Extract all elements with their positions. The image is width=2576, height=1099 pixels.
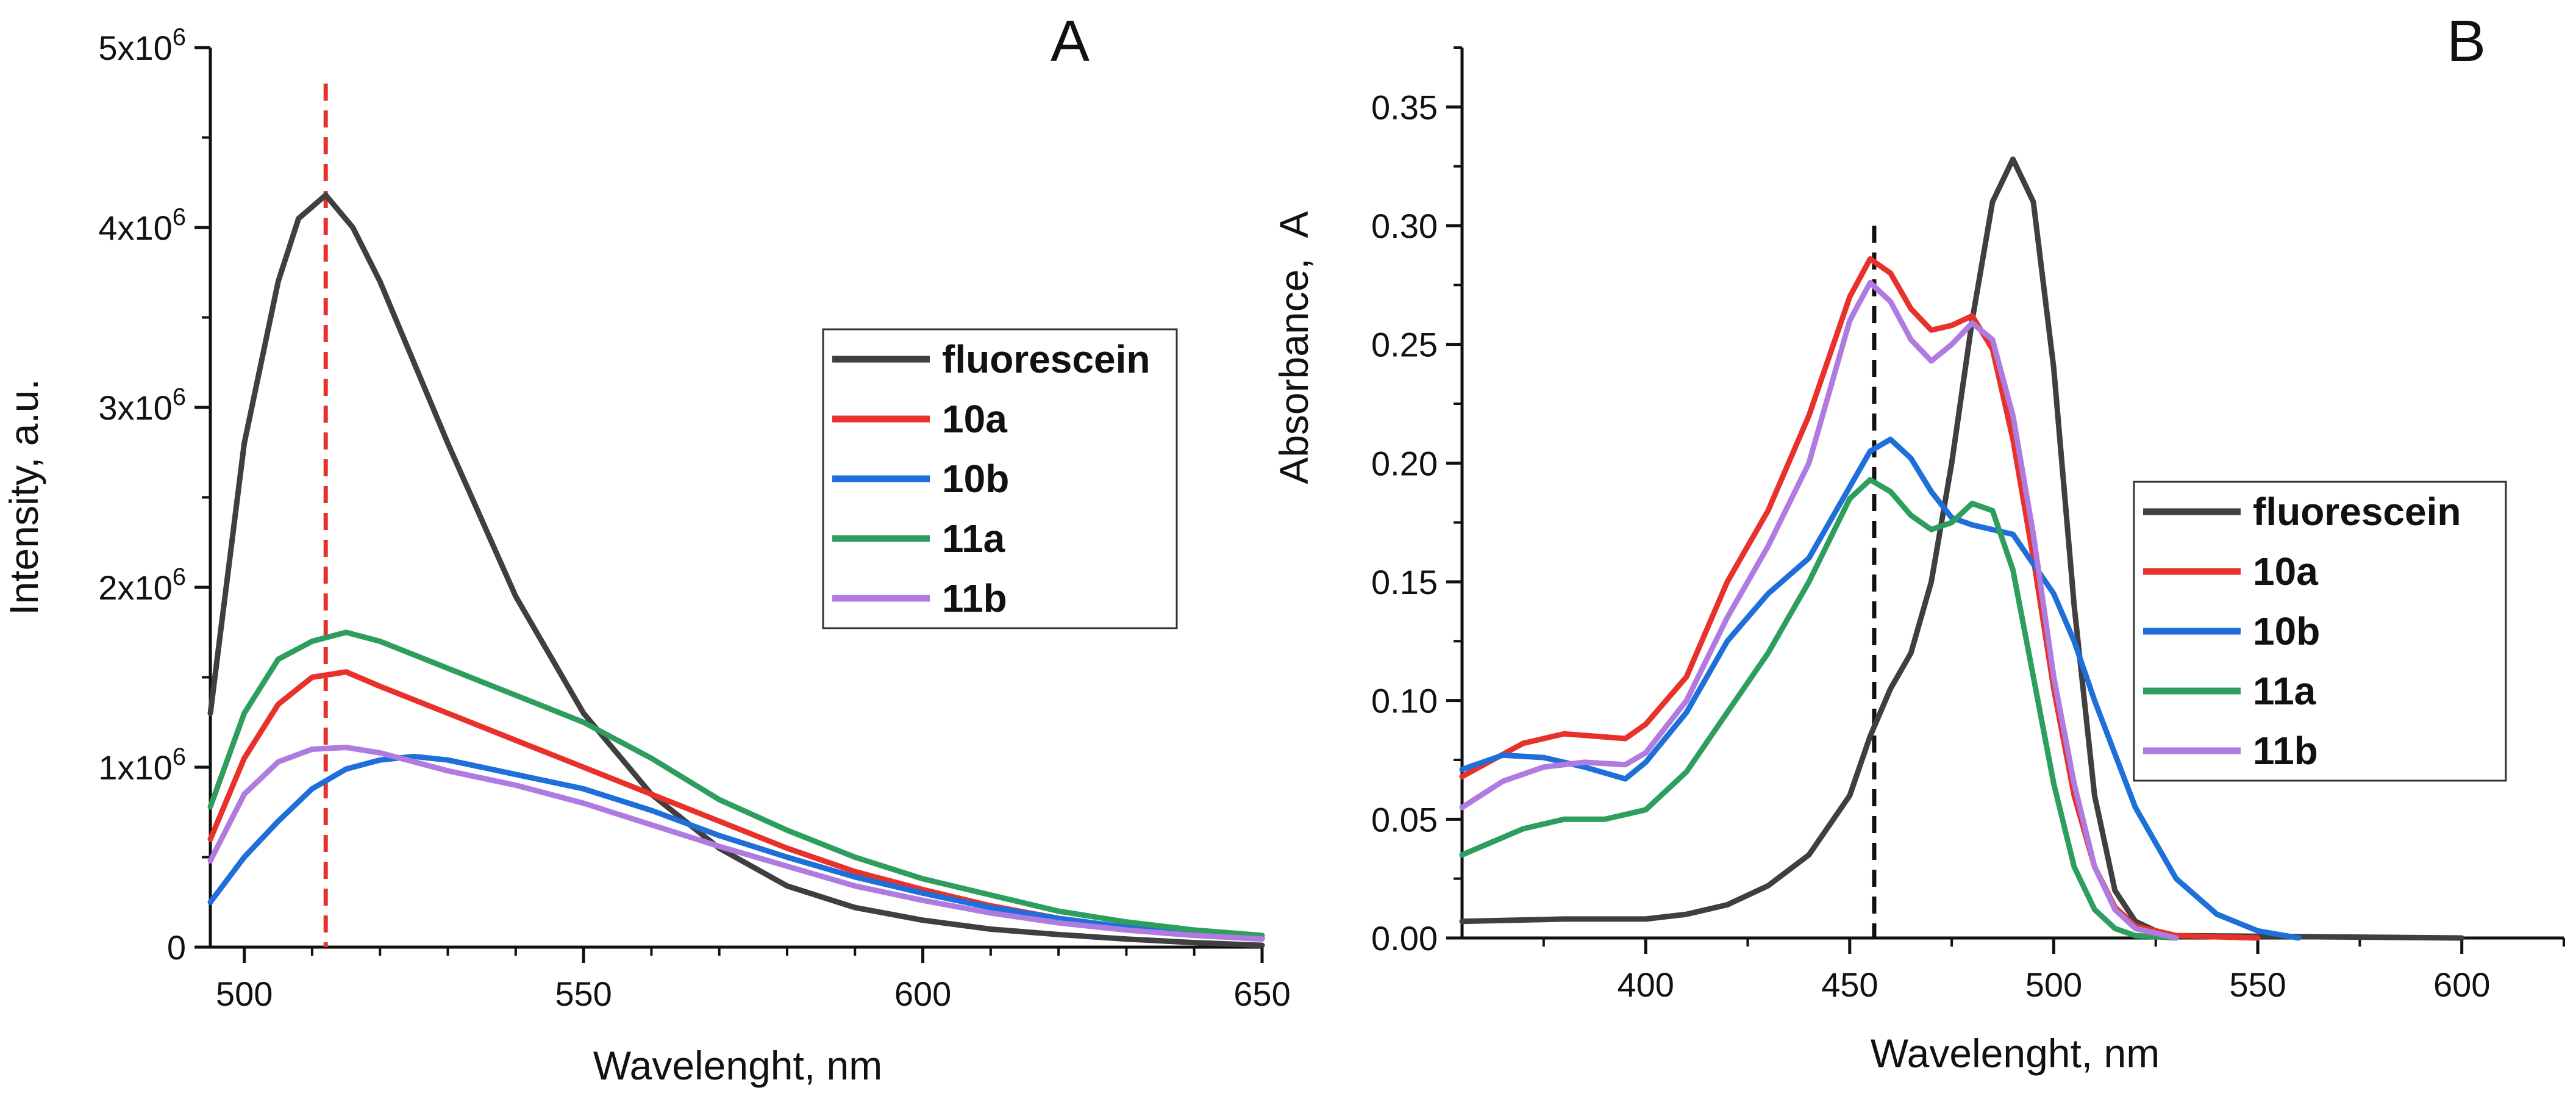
panel-a-y-tick-label: 4x106 [98, 204, 186, 247]
panel-b-legend-label-11a: 11a [2253, 669, 2316, 713]
panel-a-x-tick-label: 500 [216, 975, 273, 1013]
panel-b-y-tick-label: 0.10 [1371, 682, 1438, 720]
panel-b-y-tick-label: 0.05 [1371, 800, 1438, 839]
panel-b-x-tick-label: 550 [2229, 965, 2286, 1004]
panel-b-x-tick-label: 600 [2433, 965, 2490, 1004]
panel-a-series-fluorescein [207, 192, 1265, 948]
panel-a-x-tick-label: 550 [555, 975, 612, 1013]
panel-b-x-axis-title: Wavelenght, nm [1871, 1031, 2160, 1076]
panel-b-y-tick-label: 0.15 [1371, 563, 1438, 601]
panel-a-legend-label-10b: 10b [942, 457, 1009, 501]
panel-a-series-11a [207, 629, 1265, 939]
panel-b-legend-label-10a: 10a [2253, 550, 2318, 593]
panel-a-x-tick-label: 600 [894, 975, 951, 1013]
panel-a-chart: 500 550 600 650 0 1x106 2x106 3x106 4x106 5x106 Wa… [1, 9, 1291, 1088]
panel-b-legend-label-11b: 11b [2253, 729, 2318, 773]
panel-b-x-tick-label: 450 [1821, 965, 1878, 1004]
panel-a-legend-label-11a: 11a [942, 517, 1005, 560]
panel-b-y-axis-title: Absorbance, A [1271, 211, 1316, 484]
panel-a-y-axis-title: Intensity, a.u. [1, 379, 46, 615]
panel-a-x-axis-title: Wavelenght, nm [593, 1043, 882, 1088]
panel-b-letter: B [2447, 9, 2486, 74]
panel-a-y-tick-label: 2x106 [98, 564, 186, 607]
panel-b-series-11a [1459, 477, 2179, 941]
panel-a-y-tick-label: 0 [167, 928, 186, 967]
panel-b-series-11b [1459, 279, 2179, 941]
panel-a-x-tick-label: 650 [1233, 975, 1290, 1013]
panel-b-legend-label-10b: 10b [2253, 609, 2320, 653]
panel-b-y-tick-label: 0.30 [1371, 207, 1438, 245]
panel-b-series-10b [1459, 436, 2302, 941]
panel-b-x-tick-label: 400 [1617, 965, 1674, 1004]
panel-b-y-tick-label: 0.20 [1371, 444, 1438, 482]
panel-a-y-tick-label: 1x106 [98, 743, 186, 787]
panel-a-y-tick-label: 3x106 [98, 384, 186, 427]
panel-a-series-11b [207, 745, 1265, 942]
panel-b-chart: 400 450 500 550 600 0.00 0.05 0.10 0.15 0.20 0.25 0… [1271, 9, 2565, 1076]
panel-a-letter: A [1051, 9, 1090, 74]
panel-a-legend-label-11b: 11b [942, 576, 1007, 620]
panel-b-y-tick-label: 0.25 [1371, 326, 1438, 364]
panel-a-legend-label-10a: 10a [942, 397, 1007, 441]
panel-a-y-tick-label: 5x106 [98, 24, 186, 67]
panel-b-y-tick-label: 0.35 [1371, 88, 1438, 126]
panel-b-x-tick-label: 500 [2025, 965, 2082, 1004]
panel-a-legend-label-fluorescein: fluorescein [942, 337, 1150, 381]
panel-b-series-fluorescein [1459, 156, 2465, 941]
panel-b-y-tick-label: 0.00 [1371, 919, 1438, 958]
panel-a-series-10b [207, 753, 1265, 941]
panel-b-legend-label-fluorescein: fluorescein [2253, 490, 2461, 534]
